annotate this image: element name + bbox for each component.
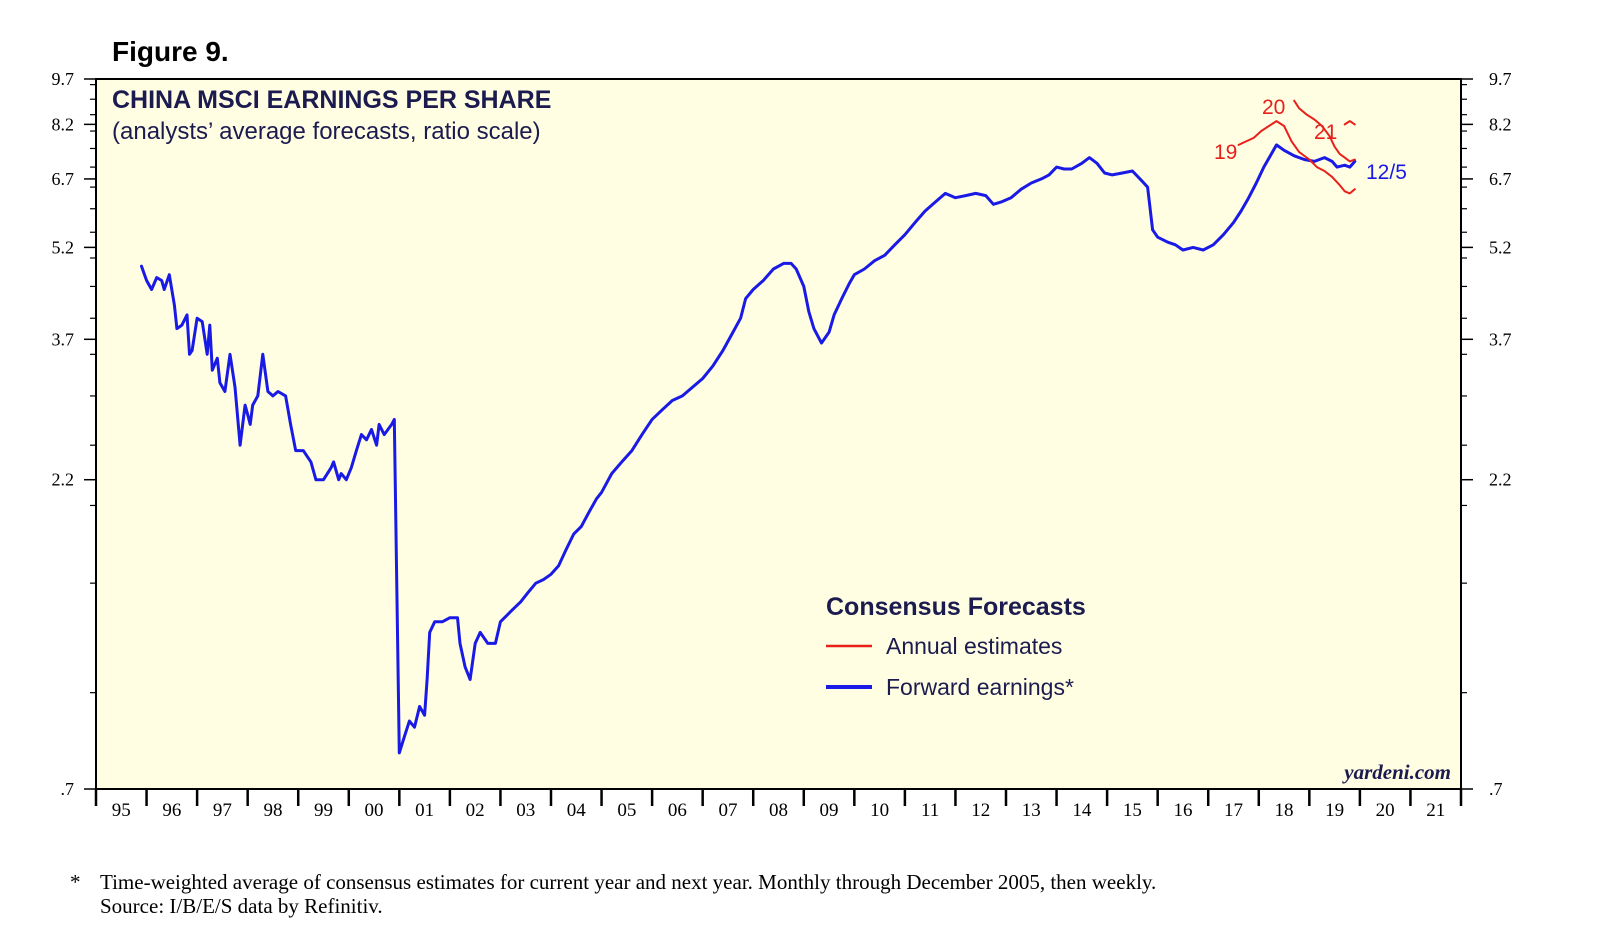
footnote-line-1: Time-weighted average of consensus estim… xyxy=(100,870,1157,894)
x-tick-label: 07 xyxy=(718,800,737,821)
y-tick-label-left: 5.2 xyxy=(52,237,75,257)
y-tick-label-left: 3.7 xyxy=(52,329,75,349)
watermark: yardeni.com xyxy=(1341,760,1451,784)
chart-title: CHINA MSCI EARNINGS PER SHARE xyxy=(112,86,551,114)
series-label-20: 20 xyxy=(1262,96,1285,119)
series-annual-estimate-19 xyxy=(1237,120,1356,195)
x-tick-label: 01 xyxy=(415,800,434,821)
x-tick-label: 02 xyxy=(466,800,485,821)
legend-label-forward: Forward earnings* xyxy=(886,674,1074,700)
y-tick-label-right: 5.2 xyxy=(1489,237,1512,257)
plot-area xyxy=(95,78,1462,790)
x-tick-label: 16 xyxy=(1173,800,1192,821)
footnote: * Time-weighted average of consensus esti… xyxy=(70,870,1156,918)
x-tick-label: 19 xyxy=(1325,800,1344,821)
y-tick-label-left: 8.2 xyxy=(52,114,75,134)
x-tick-label: 14 xyxy=(1072,800,1092,821)
x-tick-label: 97 xyxy=(213,800,232,821)
y-tick-label-right: 9.7 xyxy=(1489,69,1512,89)
eps-chart: 9.7 8.2 6.7 5.2 3.7 2.2 .7 9.7 8.2 6.7 5.2 3.7 2.2.… xyxy=(52,69,1512,821)
series-label-21: 21 xyxy=(1314,121,1337,144)
y-tick-label-right: 8.2 xyxy=(1489,114,1512,134)
x-tick-label: 06 xyxy=(668,800,687,821)
y-tick-label-right: 2.2 xyxy=(1489,470,1512,490)
legend-label-annual: Annual estimates xyxy=(886,633,1062,659)
footnote-marker: * xyxy=(70,870,81,894)
legend: Consensus Forecasts Annual estimates For… xyxy=(826,593,1086,700)
series-annual-estimate-21 xyxy=(1343,120,1356,126)
y-axis-right: 9.7 8.2 6.7 5.2 3.7 2.2 .7 xyxy=(1461,69,1512,799)
x-tick-label: 00 xyxy=(365,800,384,821)
y-tick-label-right: 6.7 xyxy=(1489,169,1512,189)
y-tick-label-left: 2.2 xyxy=(52,470,75,490)
y-tick-label-left: 6.7 xyxy=(52,169,75,189)
x-axis: 95 96 97 98 99 00 01 02 03 04 05 06 07 08 09 10 11 12 13 14… xyxy=(94,789,1463,821)
series-layer xyxy=(140,99,1357,755)
x-tick-label: 15 xyxy=(1123,800,1142,821)
x-tick-label: 17 xyxy=(1224,800,1243,821)
chart-subtitle: (analysts’ average forecasts, ratio scal… xyxy=(112,118,541,145)
x-tick-label: 96 xyxy=(162,800,181,821)
x-tick-label: 05 xyxy=(617,800,636,821)
x-tick-label: 13 xyxy=(1022,800,1041,821)
y-tick-label-left: .7 xyxy=(61,779,75,799)
y-tick-label-left: 9.7 xyxy=(52,69,75,89)
series-forward-earnings xyxy=(140,143,1357,755)
y-axis-left: 9.7 8.2 6.7 5.2 3.7 2.2 .7 xyxy=(52,69,96,799)
x-tick-label: 08 xyxy=(769,800,788,821)
legend-title: Consensus Forecasts xyxy=(826,593,1086,621)
x-tick-label: 98 xyxy=(263,800,282,821)
x-tick-label: 11 xyxy=(921,800,939,821)
x-tick-label: 10 xyxy=(870,800,889,821)
x-tick-label: 20 xyxy=(1376,800,1395,821)
series-label-19: 19 xyxy=(1214,141,1237,164)
x-tick-label: 09 xyxy=(820,800,839,821)
x-tick-label: 04 xyxy=(567,800,587,821)
last-date-label: 12/5 xyxy=(1366,161,1407,184)
y-tick-label-right: .7 xyxy=(1489,779,1503,799)
footnote-source: Source: I/B/E/S data by Refinitiv. xyxy=(100,894,383,918)
x-tick-label: 21 xyxy=(1426,800,1445,821)
figure-label: Figure 9. xyxy=(112,36,229,67)
x-tick-label: 95 xyxy=(112,800,131,821)
x-tick-label: 99 xyxy=(314,800,333,821)
x-tick-label: 18 xyxy=(1275,800,1294,821)
y-tick-label-right: 3.7 xyxy=(1489,329,1512,349)
series-annual-estimate-20 xyxy=(1293,99,1356,163)
x-tick-label: 12 xyxy=(971,800,990,821)
x-tick-label: 03 xyxy=(516,800,535,821)
